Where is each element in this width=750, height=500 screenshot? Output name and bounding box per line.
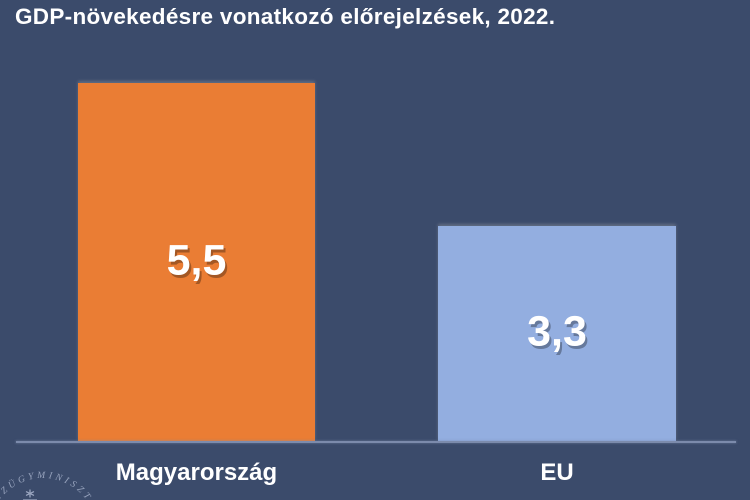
- svg-text:PÉNZÜGYMINISZTÉRIUM: PÉNZÜGYMINISZTÉRIUM: [0, 437, 104, 500]
